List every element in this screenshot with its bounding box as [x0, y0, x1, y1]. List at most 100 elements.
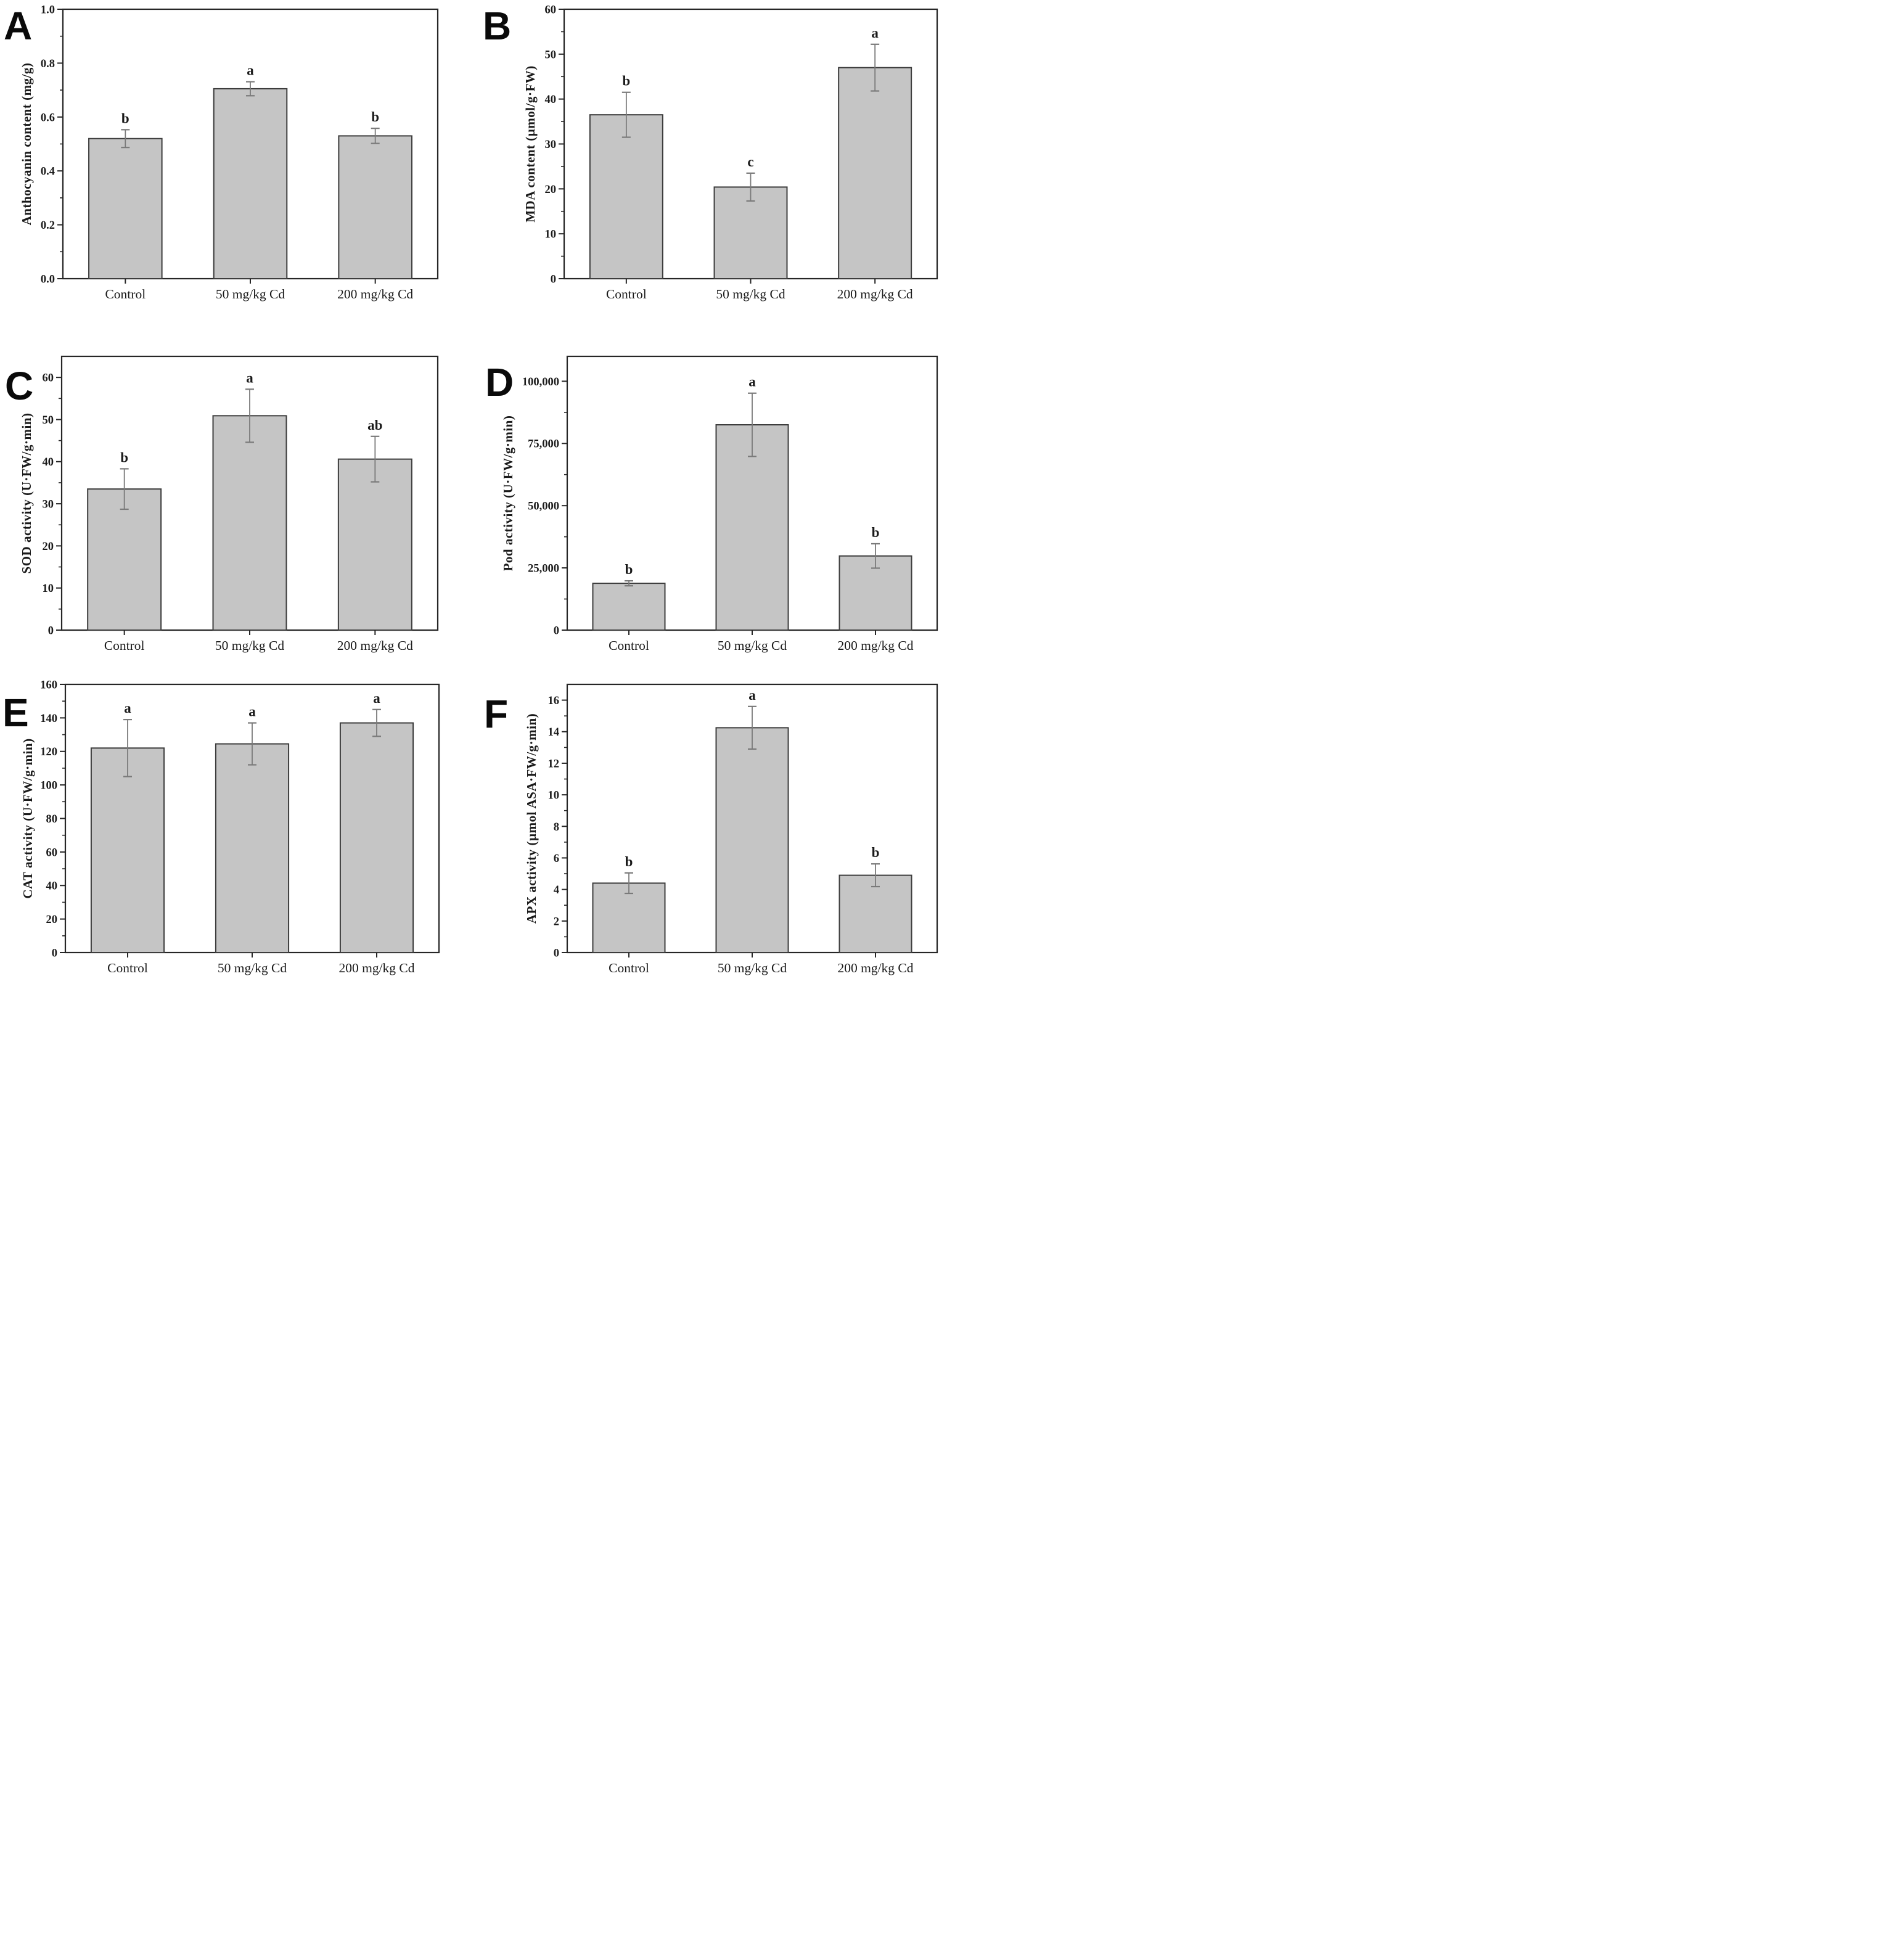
bar-control — [88, 137, 163, 279]
panel-letter-E: E — [2, 691, 29, 735]
y-axis-label: Pod activity (U·FW/g·min) — [501, 416, 515, 572]
y-tick-label: 80 — [46, 813, 58, 826]
x-category-label: Control — [104, 638, 145, 653]
y-tick-label: 6 — [554, 853, 559, 865]
sig-letter: b — [622, 73, 630, 89]
y-tick-label: 16 — [548, 695, 560, 707]
sig-letter: ab — [367, 417, 382, 433]
x-category-label: 50 mg/kg Cd — [716, 287, 785, 301]
bar-200-mg-kg-cd — [838, 67, 912, 280]
y-tick-label: 20 — [43, 541, 54, 553]
panel-E: E 0 20 40 60 80 100 120 140 160 CAT activity (U·F… — [0, 654, 472, 980]
x-category-label: 200 mg/kg Cd — [338, 961, 414, 975]
x-category-label: Control — [105, 287, 146, 301]
bar-chart-apx: 0 2 4 6 8 10 12 14 16 APX activity (µmol ASA·FW/g… — [524, 683, 938, 975]
y-tick-label: 0 — [48, 625, 54, 637]
panel-F: F 0 2 4 6 8 10 12 14 16 APX activity (µmol ASA·FW… — [472, 654, 943, 980]
panel-letter-D: D — [485, 360, 514, 404]
x-category-label: 50 mg/kg Cd — [718, 961, 787, 975]
bar-50-mg-kg-cd — [212, 415, 287, 631]
x-category-label: Control — [609, 638, 649, 653]
x-category-label: 50 mg/kg Cd — [216, 287, 285, 301]
y-tick-label: 0 — [52, 947, 57, 959]
y-tick-label: 10 — [43, 583, 54, 595]
six-panel-bar-figure: A 0.0 0.2 0.4 0.6 0.8 1.0 Anthocyanin content … — [0, 0, 943, 980]
bar-50-mg-kg-cd — [213, 88, 288, 279]
y-axis-label: APX activity (µmol ASA·FW/g·min) — [524, 713, 539, 924]
x-category-label: 200 mg/kg Cd — [337, 287, 413, 301]
y-tick-label: 75,000 — [528, 438, 559, 451]
y-tick-label: 4 — [554, 884, 559, 896]
sig-letter: b — [121, 110, 129, 126]
panel-B: B 0 10 20 30 40 50 60 MDA content (µmol/g·FW) b C… — [472, 0, 943, 327]
x-category-label: 50 mg/kg Cd — [718, 638, 787, 653]
bar-50-mg-kg-cd — [715, 727, 789, 953]
sig-letter: b — [371, 109, 379, 125]
y-axis-label: SOD activity (U·FW/g·min) — [19, 413, 34, 574]
y-tick-label: 10 — [545, 229, 557, 241]
y-tick-label: 40 — [43, 456, 54, 469]
y-tick-label: 40 — [46, 880, 58, 893]
sig-letter: b — [625, 854, 633, 869]
y-tick-label: 0 — [551, 273, 556, 285]
y-tick-label: 160 — [40, 679, 57, 691]
y-tick-label: 0 — [554, 625, 559, 637]
y-tick-label: 120 — [40, 746, 57, 758]
panel-letter-F: F — [484, 692, 508, 736]
sig-letter: a — [124, 700, 131, 716]
y-tick-label: 8 — [554, 821, 559, 834]
sig-letter: a — [247, 63, 254, 78]
bar-chart-sod: 0 10 20 30 40 50 60 SOD activity (U·FW/g·min) b C… — [19, 355, 439, 653]
bar-200-mg-kg-cd — [337, 458, 412, 631]
sig-letter: a — [871, 25, 879, 41]
y-tick-label: 60 — [545, 4, 557, 16]
bar-chart-cat: 0 20 40 60 80 100 120 140 160 CAT activity (U·FW/… — [20, 679, 440, 975]
bar-chart-pod: 0 25,000 50,000 75,000 100,000 Pod activity (… — [501, 355, 938, 653]
bar-200-mg-kg-cd — [339, 722, 414, 953]
y-tick-label: 100 — [40, 780, 57, 792]
bar-chart-mda: 0 10 20 30 40 50 60 MDA content (µmol/g·FW) b Con… — [523, 4, 938, 301]
bar-50-mg-kg-cd — [715, 424, 789, 631]
y-tick-label: 50 — [43, 414, 54, 427]
y-tick-label: 100,000 — [522, 376, 559, 388]
sig-letter: a — [748, 374, 756, 390]
bar-50-mg-kg-cd — [215, 743, 290, 953]
y-tick-label: 0.8 — [41, 58, 55, 70]
sig-letter: a — [373, 691, 380, 706]
y-tick-label: 60 — [43, 372, 54, 385]
y-tick-label: 12 — [548, 758, 560, 770]
y-tick-label: 20 — [46, 914, 58, 926]
x-category-label: 200 mg/kg Cd — [837, 638, 913, 653]
y-tick-label: 50,000 — [528, 501, 559, 513]
y-tick-label: 10 — [548, 790, 560, 802]
bar-control — [592, 583, 666, 631]
y-tick-label: 0.4 — [41, 166, 55, 178]
x-category-label: 200 mg/kg Cd — [837, 961, 913, 975]
panel-D: D 0 25,000 50,000 75,000 100,000 Pod activity… — [472, 327, 943, 654]
x-category-label: Control — [609, 961, 649, 975]
bar-control — [90, 747, 165, 953]
sig-letter: b — [120, 449, 128, 465]
y-tick-label: 1.0 — [41, 4, 55, 16]
sig-letter: b — [625, 562, 633, 577]
panel-A: A 0.0 0.2 0.4 0.6 0.8 1.0 Anthocyanin content … — [0, 0, 472, 327]
bar-control — [87, 488, 162, 631]
sig-letter: b — [872, 525, 880, 540]
y-tick-label: 2 — [554, 916, 559, 928]
bar-control — [589, 114, 663, 280]
y-tick-label: 0.0 — [41, 273, 55, 285]
y-tick-label: 0 — [554, 947, 559, 959]
bar-50-mg-kg-cd — [713, 186, 788, 280]
y-tick-label: 40 — [545, 94, 557, 106]
y-tick-label: 20 — [545, 184, 557, 196]
bar-200-mg-kg-cd — [338, 135, 412, 279]
bar-chart-anthocyanin: 0.0 0.2 0.4 0.6 0.8 1.0 Anthocyanin content (m… — [19, 4, 439, 301]
y-tick-label: 25,000 — [528, 563, 559, 575]
x-category-label: 200 mg/kg Cd — [337, 638, 413, 653]
x-category-label: Control — [606, 287, 647, 301]
y-tick-label: 60 — [46, 847, 58, 859]
panel-letter-A: A — [4, 4, 32, 48]
y-tick-label: 14 — [548, 726, 560, 739]
panel-letter-C: C — [5, 364, 33, 408]
bar-control — [592, 882, 666, 954]
